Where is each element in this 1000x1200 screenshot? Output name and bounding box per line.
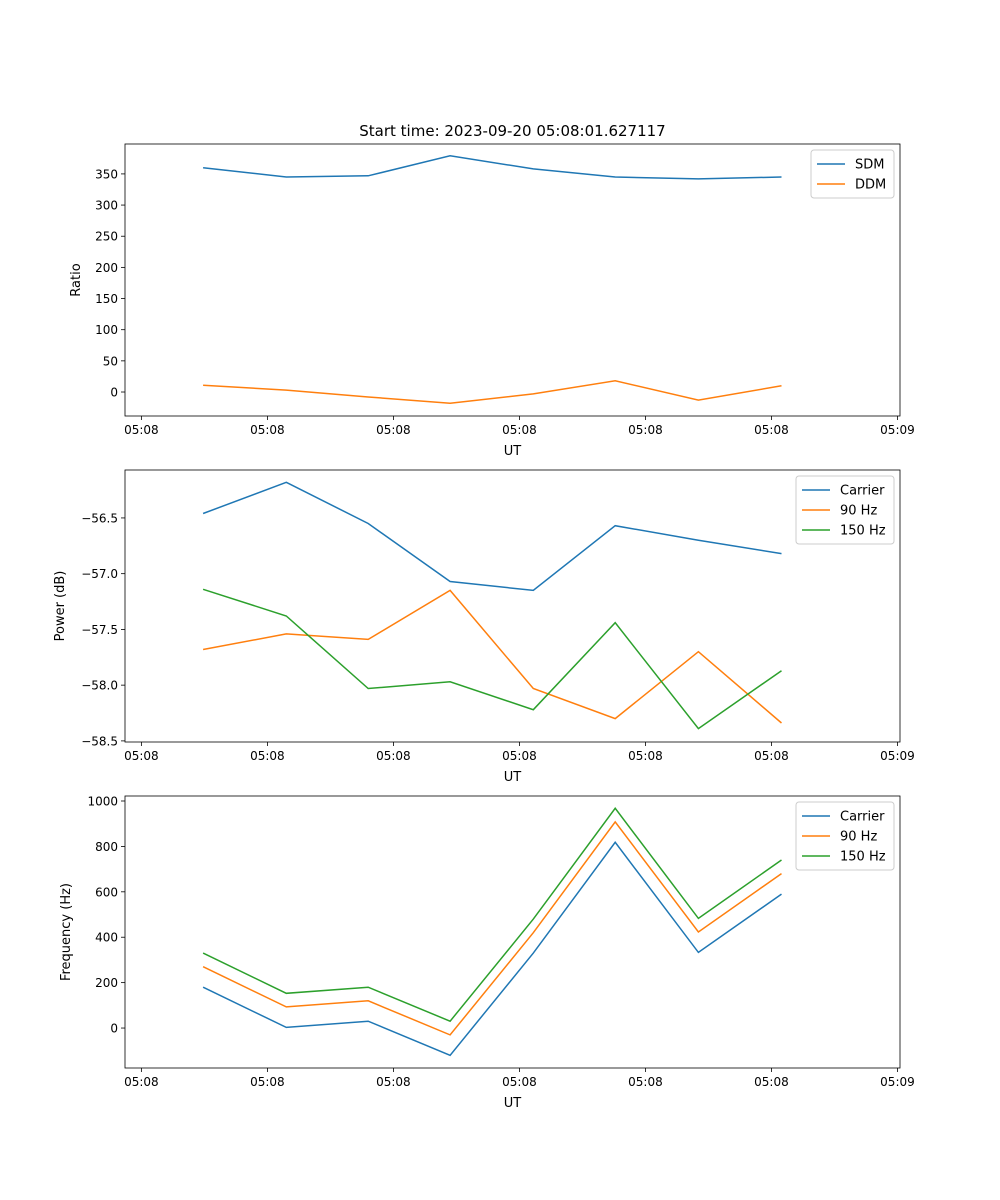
legend-box (810, 149, 895, 199)
legend-label: 150 Hz (840, 850, 886, 865)
series-line-90-hz (202, 820, 782, 1036)
y-tick-label: 800 (95, 840, 118, 854)
axes-frame (124, 469, 901, 743)
y-axis-label: Frequency (Hz) (59, 883, 74, 981)
y-tick-label: −57.0 (81, 567, 118, 581)
x-axis-label: UT (504, 1096, 522, 1111)
y-tick-label: 600 (95, 885, 118, 899)
x-tick-label: 05:08 (376, 749, 411, 763)
x-tick-label: 05:09 (880, 423, 915, 437)
axes-frame (124, 795, 901, 1069)
y-tick-label: 0 (110, 1022, 118, 1036)
series-line-carrier (202, 841, 782, 1057)
axes-frame (124, 143, 901, 417)
legend: Carrier 90 Hz 150 Hz (795, 801, 895, 871)
y-axis-label: Ratio (69, 263, 84, 296)
x-tick-label: 05:08 (124, 1075, 159, 1089)
subplot-2: 05:08 05:08 05:08 05:08 05:08 05:08 05:09 −58.5… (53, 469, 915, 785)
x-tick-label: 05:08 (502, 749, 537, 763)
legend-label: 150 Hz (840, 524, 886, 539)
series-line-sdm (203, 155, 782, 180)
subplot-1: 05:08 05:08 05:08 05:08 05:08 05:08 05:09 0 50 10… (69, 122, 915, 459)
x-tick-label: 05:08 (250, 1075, 285, 1089)
x-tick-label: 05:08 (502, 423, 537, 437)
x-tick-label: 05:08 (628, 1075, 663, 1089)
y-tick-label: 1000 (87, 794, 118, 808)
legend-label: 90 Hz (840, 830, 877, 845)
x-tick-label: 05:08 (124, 423, 159, 437)
y-axis-label: Power (dB) (53, 571, 68, 642)
y-tick-label: 150 (95, 292, 118, 306)
y-tick-label: −58.5 (81, 734, 118, 748)
legend: SDM DDM (810, 149, 895, 199)
x-tick-label: 05:08 (250, 749, 285, 763)
x-tick-label: 05:08 (502, 1075, 537, 1089)
y-tick-label: −56.5 (81, 511, 118, 525)
x-axis-label: UT (504, 444, 522, 459)
x-tick-label: 05:08 (124, 749, 159, 763)
x-tick-label: 05:08 (376, 423, 411, 437)
legend-box (795, 475, 895, 545)
y-tick-label: 200 (95, 976, 118, 990)
y-tick-label: 100 (95, 323, 118, 337)
y-tick-label: 50 (103, 354, 118, 368)
y-tick-label: −57.5 (81, 623, 118, 637)
series-line-150-hz (202, 807, 782, 1023)
legend-label: SDM (855, 158, 884, 173)
x-tick-label: 05:09 (880, 749, 915, 763)
y-tick-label: 400 (95, 931, 118, 945)
legend-label: Carrier (840, 484, 885, 499)
x-tick-label: 05:08 (754, 423, 789, 437)
chart-title: Start time: 2023-09-20 05:08:01.627117 (359, 122, 665, 140)
x-tick-label: 05:08 (628, 749, 663, 763)
x-tick-label: 05:08 (754, 749, 789, 763)
series-line-150-hz (202, 588, 782, 730)
subplot-3: 05:08 05:08 05:08 05:08 05:08 05:08 05:09 0 200 4… (59, 794, 915, 1111)
x-tick-label: 05:08 (376, 1075, 411, 1089)
y-tick-label: 0 (110, 386, 118, 400)
x-tick-label: 05:08 (250, 423, 285, 437)
legend-label: DDM (855, 178, 886, 193)
legend-label: Carrier (840, 810, 885, 825)
legend: Carrier 90 Hz 150 Hz (795, 475, 895, 545)
legend-label: 90 Hz (840, 504, 877, 519)
y-tick-label: 250 (95, 230, 118, 244)
series-line-ddm (203, 380, 782, 404)
x-tick-label: 05:08 (754, 1075, 789, 1089)
series-line-90-hz (202, 589, 782, 724)
legend-box (795, 801, 895, 871)
y-tick-label: 200 (95, 261, 118, 275)
x-tick-label: 05:08 (628, 423, 663, 437)
y-tick-label: −58.0 (81, 679, 118, 693)
x-axis-label: UT (504, 770, 522, 785)
y-tick-label: 300 (95, 199, 118, 213)
x-tick-label: 05:09 (880, 1075, 915, 1089)
series-line-carrier (202, 481, 782, 592)
y-tick-label: 350 (95, 167, 118, 181)
